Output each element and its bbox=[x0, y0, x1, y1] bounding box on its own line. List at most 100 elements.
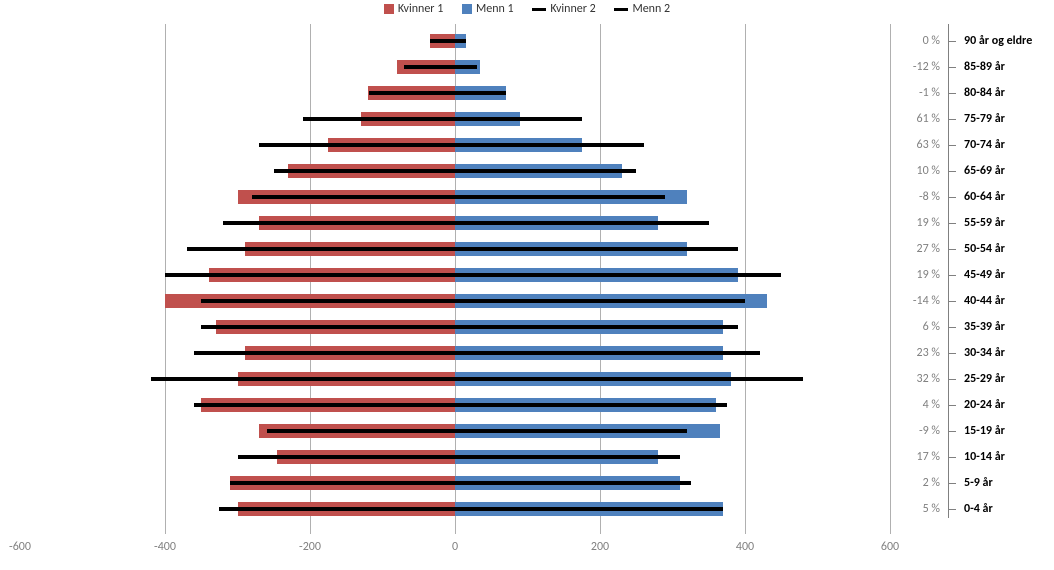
menn1-swatch bbox=[462, 4, 472, 14]
age-label: 60-64 år bbox=[964, 190, 1005, 204]
bar-kvinner2 bbox=[201, 325, 455, 329]
bar-menn2 bbox=[455, 429, 687, 433]
age-row bbox=[20, 392, 890, 418]
percent-label: 0 % bbox=[894, 34, 940, 48]
bar-kvinner2 bbox=[194, 403, 455, 407]
age-label: 20-24 år bbox=[964, 398, 1005, 412]
legend-label: Kvinner 1 bbox=[398, 2, 443, 16]
x-axis-tick-label: 600 bbox=[881, 540, 899, 554]
bar-menn2 bbox=[455, 39, 466, 43]
bar-menn2 bbox=[455, 117, 582, 121]
category-row: 19 % 45-49 år bbox=[894, 268, 1054, 282]
age-row bbox=[20, 418, 890, 444]
category-row: -1 %80-84 år bbox=[894, 86, 1054, 100]
bar-menn2 bbox=[455, 507, 723, 511]
tick-mark bbox=[948, 171, 956, 172]
category-row: 6 % 35-39 år bbox=[894, 320, 1054, 334]
legend-label: Kvinner 2 bbox=[550, 2, 595, 16]
bar-menn2 bbox=[455, 65, 477, 69]
age-row bbox=[20, 470, 890, 496]
tick-mark bbox=[948, 457, 956, 458]
menn2-swatch bbox=[614, 8, 628, 11]
bar-kvinner2 bbox=[219, 507, 455, 511]
bar-menn2 bbox=[455, 299, 745, 303]
tick-mark bbox=[948, 119, 956, 120]
bar-menn2 bbox=[455, 455, 680, 459]
category-row: 23 %30-34 år bbox=[894, 346, 1054, 360]
age-row bbox=[20, 262, 890, 288]
tick-mark bbox=[948, 379, 956, 380]
age-row bbox=[20, 158, 890, 184]
bar-menn2 bbox=[455, 325, 738, 329]
bar-kvinner2 bbox=[187, 247, 455, 251]
age-label: 40-44 år bbox=[964, 294, 1005, 308]
age-row bbox=[20, 288, 890, 314]
age-row bbox=[20, 28, 890, 54]
percent-label: -8 % bbox=[894, 190, 940, 204]
bar-menn2 bbox=[455, 481, 691, 485]
tick-mark bbox=[948, 275, 956, 276]
x-axis-tick-label: -600 bbox=[9, 540, 31, 554]
percent-label: 6 % bbox=[894, 320, 940, 334]
age-row bbox=[20, 444, 890, 470]
bar-kvinner2 bbox=[369, 91, 455, 95]
percent-label: 63 % bbox=[894, 138, 940, 152]
kvinner2-swatch bbox=[532, 8, 546, 11]
percent-label: -14 % bbox=[894, 294, 940, 308]
percent-label: 17 % bbox=[894, 450, 940, 464]
category-axis: 0 % 90 år og eldre -12 % 85-89 år -1 %80-84 … bbox=[894, 24, 1054, 522]
bar-menn2 bbox=[455, 91, 506, 95]
bar-kvinner2 bbox=[252, 195, 455, 199]
age-row bbox=[20, 184, 890, 210]
age-label: 25-29 år bbox=[964, 372, 1005, 386]
tick-mark bbox=[948, 67, 956, 68]
age-label: 35-39 år bbox=[964, 320, 1005, 334]
tick-mark bbox=[948, 197, 956, 198]
tick-mark bbox=[948, 509, 956, 510]
bar-menn2 bbox=[455, 169, 636, 173]
age-label: 85-89 år bbox=[964, 60, 1005, 74]
category-row: 17 %10-14 år bbox=[894, 450, 1054, 464]
bar-menn2 bbox=[455, 247, 738, 251]
x-axis-tick-label: 0 bbox=[452, 540, 458, 554]
category-row: 5 %0-4 år bbox=[894, 502, 1054, 516]
kvinner1-swatch bbox=[384, 4, 394, 14]
age-label: 90 år og eldre bbox=[964, 34, 1032, 48]
bar-kvinner2 bbox=[201, 299, 455, 303]
age-label: 55-59 år bbox=[964, 216, 1005, 230]
bar-menn2 bbox=[455, 377, 803, 381]
age-label: 70-74 år bbox=[964, 138, 1005, 152]
percent-label: -12 % bbox=[894, 60, 940, 74]
age-row bbox=[20, 340, 890, 366]
percent-label: 61 % bbox=[894, 112, 940, 126]
tick-mark bbox=[948, 223, 956, 224]
bar-kvinner2 bbox=[151, 377, 456, 381]
tick-mark bbox=[948, 41, 956, 42]
x-axis-tick-label: -400 bbox=[154, 540, 176, 554]
bar-kvinner2 bbox=[194, 351, 455, 355]
category-row: 10 %65-69 år bbox=[894, 164, 1054, 178]
percent-label: 10 % bbox=[894, 164, 940, 178]
percent-label: 19 % bbox=[894, 268, 940, 282]
age-row bbox=[20, 496, 890, 522]
percent-label: -1 % bbox=[894, 86, 940, 100]
legend-label: Menn 1 bbox=[476, 2, 514, 16]
percent-label: 5 % bbox=[894, 502, 940, 516]
category-row: -8 % 60-64 år bbox=[894, 190, 1054, 204]
percent-label: 32 % bbox=[894, 372, 940, 386]
age-row bbox=[20, 54, 890, 80]
percent-label: 27 % bbox=[894, 242, 940, 256]
bar-kvinner2 bbox=[259, 143, 455, 147]
bar-kvinner2 bbox=[238, 455, 456, 459]
age-row bbox=[20, 80, 890, 106]
tick-mark bbox=[948, 327, 956, 328]
x-axis-tick-label: 400 bbox=[736, 540, 754, 554]
percent-label: 4 % bbox=[894, 398, 940, 412]
age-label: 15-19 år bbox=[964, 424, 1005, 438]
age-label: 45-49 år bbox=[964, 268, 1005, 282]
bar-menn2 bbox=[455, 221, 709, 225]
percent-label: 23 % bbox=[894, 346, 940, 360]
bar-kvinner2 bbox=[230, 481, 455, 485]
bar-kvinner2 bbox=[303, 117, 455, 121]
percent-label: 2 % bbox=[894, 476, 940, 490]
